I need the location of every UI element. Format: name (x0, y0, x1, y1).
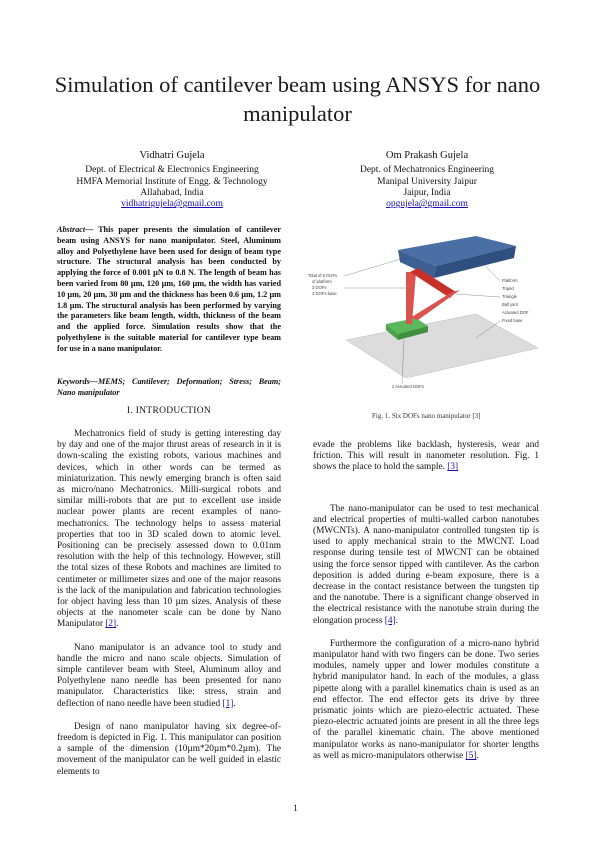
paragraph-end: . (395, 615, 398, 626)
label-3-dofs: 3 DOFs (312, 285, 326, 290)
left-column: Mechatronics field of study is getting i… (57, 429, 281, 790)
label-total-dofs: Total of 6 DOFs (308, 273, 337, 278)
paragraph-text: evade the problems like backlash, hyster… (313, 440, 539, 473)
label-actuated-dofs: 2 Actuated DOFs (392, 384, 424, 389)
paragraph-text: Nano manipulator is an advance tool to s… (57, 642, 281, 709)
paragraph: Design of nano manipulator having six de… (57, 722, 281, 778)
author-block-1: Vidhatri Gujela Dept. of Electrical & El… (47, 150, 297, 210)
author-name: Om Prakash Gujela (385, 150, 469, 161)
figure-six-dof-manipulator: Total of 6 DOFs of platform 3 DOFs 3 DOF… (306, 228, 546, 408)
left-labels: Total of 6 DOFs of platform 3 DOFs 3 DOF… (308, 257, 406, 296)
citation-link[interactable]: [3] (447, 462, 459, 473)
leader-line (455, 293, 501, 298)
paragraph-text: Design of nano manipulator having six de… (57, 721, 281, 777)
label-3-dofs-base: 3 DOFs base (312, 291, 337, 296)
platform-front (398, 250, 436, 278)
paragraph: Furthermore the configuration of a micro… (313, 639, 539, 762)
paragraph: evade the problems like backlash, hyster… (313, 440, 539, 474)
paragraph: Nano manipulator is an advance tool to s… (57, 643, 281, 710)
paragraph: Mechatronics field of study is getting i… (57, 429, 281, 631)
author-block-2: Om Prakash Gujela Dept. of Mechatronics … (302, 150, 552, 210)
author-institute: HMFA Memorial Institute of Engg. & Techn… (76, 176, 268, 187)
right-labels: Platform Tripod Triangle Ball joint Actu… (455, 255, 529, 339)
author-email-link[interactable]: vidhatrigujela@gmail.com (121, 199, 223, 210)
figure-caption: Fig. 1. Six DOFs nano manipulator [3] (372, 412, 481, 420)
manipulator-illustration: Total of 6 DOFs of platform 3 DOFs 3 DOF… (308, 236, 539, 389)
paragraph-end: . (233, 698, 236, 709)
actuator-block-side (398, 326, 428, 340)
citation-link[interactable]: [5] (465, 750, 477, 761)
leader-line (343, 257, 405, 277)
author-location: Allahabad, India (140, 187, 204, 198)
paragraph-text: The nano-manipulator can be used to test… (313, 503, 539, 626)
label-fixed-base: Fixed base (502, 318, 523, 323)
paragraph-end: . (116, 619, 119, 630)
base-plate (345, 313, 539, 379)
author-location: Jaipur, India (403, 187, 451, 198)
paragraph-text: Mechatronics field of study is getting i… (57, 429, 281, 630)
label-ball-joint: Ball joint (502, 302, 519, 307)
leg-3 (410, 290, 460, 320)
abstract-lead: Abstract (57, 225, 86, 234)
section-heading: I. INTRODUCTION (126, 406, 212, 416)
page-number: 1 (293, 804, 298, 814)
leader-line (401, 339, 405, 385)
leader-line (475, 255, 501, 282)
leg-2 (410, 268, 456, 298)
label-actuated-dof: Actuated DOF (502, 310, 529, 315)
platform-side (434, 246, 516, 278)
paper-title: Simulation of cantilever beam using ANSY… (54, 72, 541, 126)
author-email-link[interactable]: opgujela@gmail.com (386, 199, 468, 210)
leader-line (475, 320, 501, 339)
author-institute: Manipal University Jaipur (377, 176, 477, 187)
citation-link[interactable]: [2] (105, 619, 117, 630)
citation-link[interactable]: [4] (384, 615, 396, 626)
label-triangle: Triangle (502, 294, 518, 299)
keywords: Keywords—MEMS; Cantilever; Deformation; … (57, 377, 281, 397)
label-of-platform: of platform (312, 279, 332, 284)
label-tripod: Tripod (502, 286, 514, 291)
leg-1 (406, 272, 416, 324)
paragraph: The nano-manipulator can be used to test… (313, 504, 539, 627)
abstract: Abstract— This paper presents the simula… (57, 225, 281, 355)
citation-link[interactable]: [1] (222, 698, 234, 709)
abstract-text: — This paper presents the simulation of … (57, 225, 281, 353)
actuator-block (386, 318, 428, 334)
paragraph-end: . (476, 750, 479, 761)
right-column: evade the problems like backlash, hyster… (313, 440, 539, 774)
author-name: Vidhatri Gujela (139, 150, 205, 161)
actuator-block-front (386, 324, 398, 340)
label-platform: Platform (502, 278, 518, 283)
platform-top (398, 236, 516, 266)
paragraph-text: Furthermore the configuration of a micro… (313, 638, 539, 761)
author-dept: Dept. of Mechatronics Engineering (359, 165, 494, 176)
author-dept: Dept. of Electrical & Electronics Engine… (85, 165, 259, 176)
